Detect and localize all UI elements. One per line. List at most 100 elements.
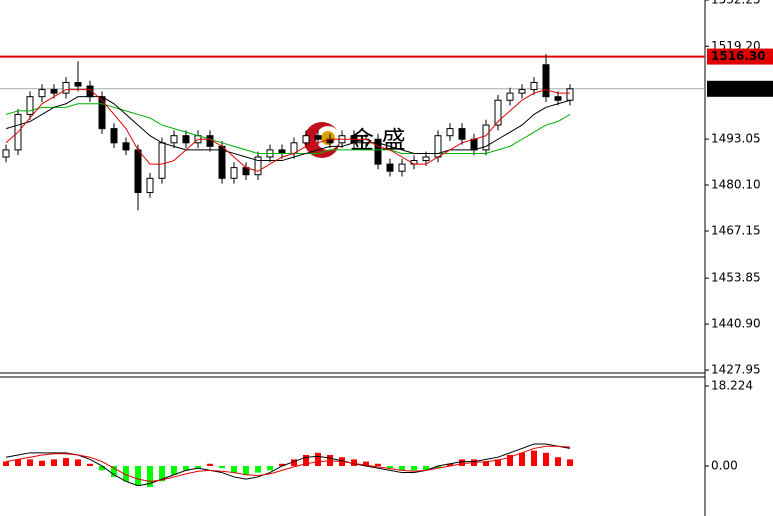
candle-body — [182, 135, 190, 144]
candle-body — [74, 81, 82, 87]
histogram-bar — [63, 458, 69, 466]
histogram-bar — [123, 465, 129, 482]
candle-body — [158, 142, 166, 179]
histogram-bar — [219, 465, 225, 469]
histogram-bar — [315, 452, 321, 466]
histogram-bar — [363, 461, 369, 466]
price-label-bg — [707, 80, 773, 97]
candle-body — [278, 149, 286, 154]
indicator-line — [5, 103, 571, 154]
histogram-bar — [39, 460, 45, 466]
histogram-bar — [75, 459, 81, 466]
y-tick-label: 1532.25 — [711, 0, 761, 7]
histogram-bar — [291, 459, 297, 466]
histogram-bar — [27, 459, 33, 466]
histogram-bar — [483, 461, 489, 466]
histogram-bar — [543, 452, 549, 466]
histogram-bar — [495, 459, 501, 466]
candle-body — [566, 88, 574, 101]
histogram-bar — [159, 465, 165, 482]
candle-body — [218, 145, 226, 179]
histogram-bar — [435, 465, 441, 469]
candle-body — [506, 92, 514, 101]
candle-body — [386, 163, 394, 172]
candle-body — [470, 138, 478, 151]
histogram-bar — [87, 463, 93, 466]
y-tick-label: 1453.85 — [711, 271, 761, 285]
candle-body — [38, 89, 46, 98]
candle-body — [2, 149, 10, 158]
histogram-bar — [567, 459, 573, 466]
histogram-bar — [183, 465, 189, 471]
candle-body — [422, 156, 430, 162]
candle-body — [314, 135, 322, 140]
candle-body — [170, 135, 178, 144]
histogram-bar — [243, 465, 249, 475]
histogram-bar — [99, 465, 105, 471]
candle-body — [146, 177, 154, 193]
histogram-bar — [279, 463, 285, 466]
candle-body — [458, 128, 466, 140]
price-label: 1516.30 — [711, 49, 766, 63]
candle-body — [122, 142, 130, 151]
candle-body — [446, 128, 454, 137]
candle-body — [554, 96, 562, 101]
histogram-bar — [303, 455, 309, 466]
histogram-bar — [399, 465, 405, 471]
histogram-bar — [351, 459, 357, 466]
candle-body — [494, 99, 502, 126]
candle-body — [134, 149, 142, 193]
y-tick-label: 1493.05 — [711, 132, 761, 146]
candle-body — [50, 89, 58, 94]
histogram-bar — [507, 455, 513, 466]
histogram-bar — [447, 463, 453, 466]
candle-body — [26, 96, 34, 115]
candle-body — [98, 96, 106, 130]
y-tick-label: 1467.15 — [711, 223, 761, 237]
histogram-bar — [531, 450, 537, 466]
histogram-bar — [555, 457, 561, 466]
histogram-bar — [195, 465, 201, 469]
histogram-bar — [135, 465, 141, 486]
histogram-bar — [519, 452, 525, 466]
histogram-bar — [387, 465, 393, 469]
price-label: 1507.22 — [711, 81, 766, 95]
histogram-bar — [423, 465, 429, 471]
candle-body — [230, 167, 238, 179]
candle-body — [482, 124, 490, 151]
histogram-bar — [51, 459, 57, 466]
candle-body — [398, 163, 406, 172]
y-tick-label: 1440.90 — [711, 317, 761, 331]
price-label-bg — [707, 48, 773, 65]
histogram-bar — [255, 465, 261, 473]
histogram-bar — [267, 465, 273, 471]
candle-body — [254, 156, 262, 176]
histogram-bar — [3, 461, 9, 466]
candle-body — [110, 128, 118, 144]
histogram-bar — [15, 459, 21, 466]
indicator-line — [5, 89, 570, 172]
candle-body — [518, 89, 526, 94]
indicator-line — [5, 96, 571, 162]
candle-body — [62, 81, 70, 94]
y-tick-label: 0.00 — [711, 458, 738, 472]
histogram-bar — [231, 465, 237, 473]
indicator-line — [5, 443, 571, 487]
y-tick-label: 1427.95 — [711, 363, 761, 377]
candle-body — [374, 138, 382, 165]
histogram-bar — [459, 459, 465, 466]
candle-body — [302, 135, 310, 144]
candle-body — [542, 64, 550, 98]
histogram-bar — [411, 465, 417, 471]
histogram-bar — [147, 465, 153, 488]
y-tick-label: 18.224 — [711, 379, 753, 393]
logo — [304, 122, 340, 158]
histogram-bar — [207, 463, 213, 466]
y-tick-label: 1480.10 — [711, 178, 761, 192]
histogram-bar — [171, 465, 177, 475]
histogram-bar — [111, 465, 117, 477]
indicator-line — [5, 445, 571, 482]
candle-body — [530, 81, 538, 91]
